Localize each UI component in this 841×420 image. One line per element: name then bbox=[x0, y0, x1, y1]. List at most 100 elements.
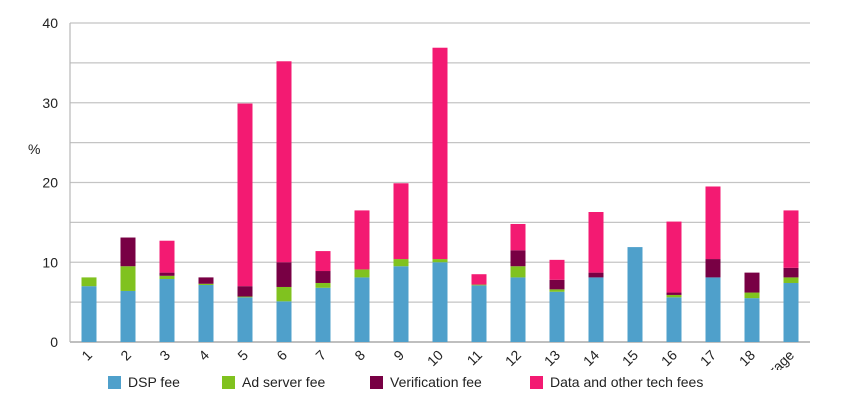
x-tick-label: 17 bbox=[697, 347, 719, 369]
legend-item-data-tech-fees: Data and other tech fees bbox=[530, 374, 703, 390]
bar-segment bbox=[393, 259, 409, 267]
bar-segment bbox=[744, 272, 760, 293]
legend-item-verification-fee: Verification fee bbox=[370, 374, 482, 390]
bar-segment bbox=[354, 210, 370, 270]
bar-segment bbox=[588, 272, 604, 278]
bar-segment bbox=[432, 47, 448, 260]
bar-segment bbox=[81, 277, 97, 287]
legend: DSP fee Ad server fee Verification fee D… bbox=[0, 374, 841, 398]
x-tick-label: 3 bbox=[156, 347, 173, 364]
legend-label: Verification fee bbox=[390, 374, 482, 390]
bar-segment bbox=[120, 266, 136, 291]
bar-segment bbox=[666, 221, 682, 293]
legend-swatch bbox=[530, 375, 543, 389]
y-tick-label: 30 bbox=[42, 95, 58, 111]
bar-segment bbox=[549, 291, 565, 342]
legend-swatch bbox=[108, 375, 121, 389]
legend-item-ad-server-fee: Ad server fee bbox=[222, 374, 325, 390]
bar-segment bbox=[81, 286, 97, 342]
bar-segment bbox=[666, 292, 682, 295]
y-tick-label: 20 bbox=[42, 175, 58, 191]
bar-segment bbox=[783, 210, 799, 268]
bar-segment bbox=[549, 259, 565, 280]
bar-segment bbox=[510, 277, 526, 342]
bar-segment bbox=[471, 274, 487, 285]
bar-segment bbox=[276, 61, 292, 263]
bar-segment bbox=[315, 287, 331, 342]
bar-segment bbox=[783, 277, 799, 283]
bar-segment bbox=[237, 297, 253, 342]
bar-segment bbox=[315, 251, 331, 272]
bar-segment bbox=[120, 290, 136, 342]
y-axis-label: % bbox=[28, 141, 40, 157]
x-tick-label: 4 bbox=[195, 347, 212, 364]
x-tick-label: 5 bbox=[234, 347, 251, 364]
x-axis-ticks: 123456789101112131415161718Average bbox=[78, 347, 797, 370]
bar-segment bbox=[744, 292, 760, 299]
bar-segment bbox=[783, 267, 799, 278]
bar-segment bbox=[237, 296, 253, 298]
bar-segment bbox=[198, 283, 214, 285]
legend-item-dsp-fee: DSP fee bbox=[108, 374, 180, 390]
bar-segment bbox=[315, 271, 331, 283]
x-tick-label: 1 bbox=[78, 347, 95, 364]
bar-segment bbox=[549, 289, 565, 292]
bar-segment bbox=[510, 250, 526, 267]
bars bbox=[81, 47, 799, 342]
legend-label: Ad server fee bbox=[242, 374, 326, 390]
bar-segment bbox=[471, 284, 487, 286]
x-tick-label: 7 bbox=[312, 347, 329, 364]
y-axis-ticks: 0 10 20 30 40 bbox=[42, 15, 58, 350]
bar-segment bbox=[705, 186, 721, 260]
bar-segment bbox=[315, 282, 331, 288]
bar-segment bbox=[627, 247, 643, 342]
y-tick-label: 10 bbox=[42, 254, 58, 270]
bar-segment bbox=[549, 279, 565, 290]
bar-segment bbox=[276, 262, 292, 287]
x-tick-label: 12 bbox=[502, 347, 524, 369]
x-tick-label: 8 bbox=[351, 347, 368, 364]
bar-segment bbox=[705, 259, 721, 278]
legend-label: Data and other tech fees bbox=[550, 374, 704, 390]
x-tick-label: 14 bbox=[580, 347, 602, 369]
bar-segment bbox=[588, 277, 604, 342]
bar-segment bbox=[393, 183, 409, 260]
x-tick-label: 16 bbox=[658, 347, 680, 369]
x-tick-label: 10 bbox=[424, 347, 446, 369]
bar-segment bbox=[159, 278, 175, 342]
y-tick-label: 40 bbox=[42, 15, 58, 31]
x-tick-label: 11 bbox=[464, 347, 486, 369]
legend-label: DSP fee bbox=[128, 374, 180, 390]
bar-segment bbox=[432, 259, 448, 263]
bar-segment bbox=[510, 223, 526, 251]
bar-segment bbox=[159, 240, 175, 273]
bar-segment bbox=[276, 286, 292, 302]
bar-segment bbox=[237, 103, 253, 287]
bar-segment bbox=[159, 272, 175, 276]
bar-segment bbox=[783, 282, 799, 342]
legend-swatch bbox=[370, 375, 383, 389]
bar-segment bbox=[354, 277, 370, 342]
bar-segment bbox=[159, 275, 175, 279]
x-tick-label: 6 bbox=[273, 347, 290, 364]
bar-segment bbox=[432, 262, 448, 342]
x-tick-label: 13 bbox=[541, 347, 563, 369]
bar-segment bbox=[393, 266, 409, 342]
bar-segment bbox=[510, 266, 526, 278]
bar-segment bbox=[120, 237, 136, 267]
bar-segment bbox=[354, 269, 370, 278]
bar-segment bbox=[471, 285, 487, 342]
bar-segment bbox=[705, 277, 721, 342]
bar-segment bbox=[744, 298, 760, 342]
y-tick-label: 0 bbox=[50, 334, 58, 350]
bar-segment bbox=[198, 284, 214, 342]
legend-swatch bbox=[222, 375, 235, 389]
bar-segment bbox=[276, 301, 292, 342]
x-tick-label: 9 bbox=[390, 347, 407, 364]
bar-segment bbox=[198, 277, 214, 284]
bar-segment bbox=[237, 286, 253, 297]
x-tick-label: 2 bbox=[117, 347, 134, 364]
x-tick-label: 15 bbox=[619, 347, 641, 369]
bar-segment bbox=[588, 212, 604, 273]
